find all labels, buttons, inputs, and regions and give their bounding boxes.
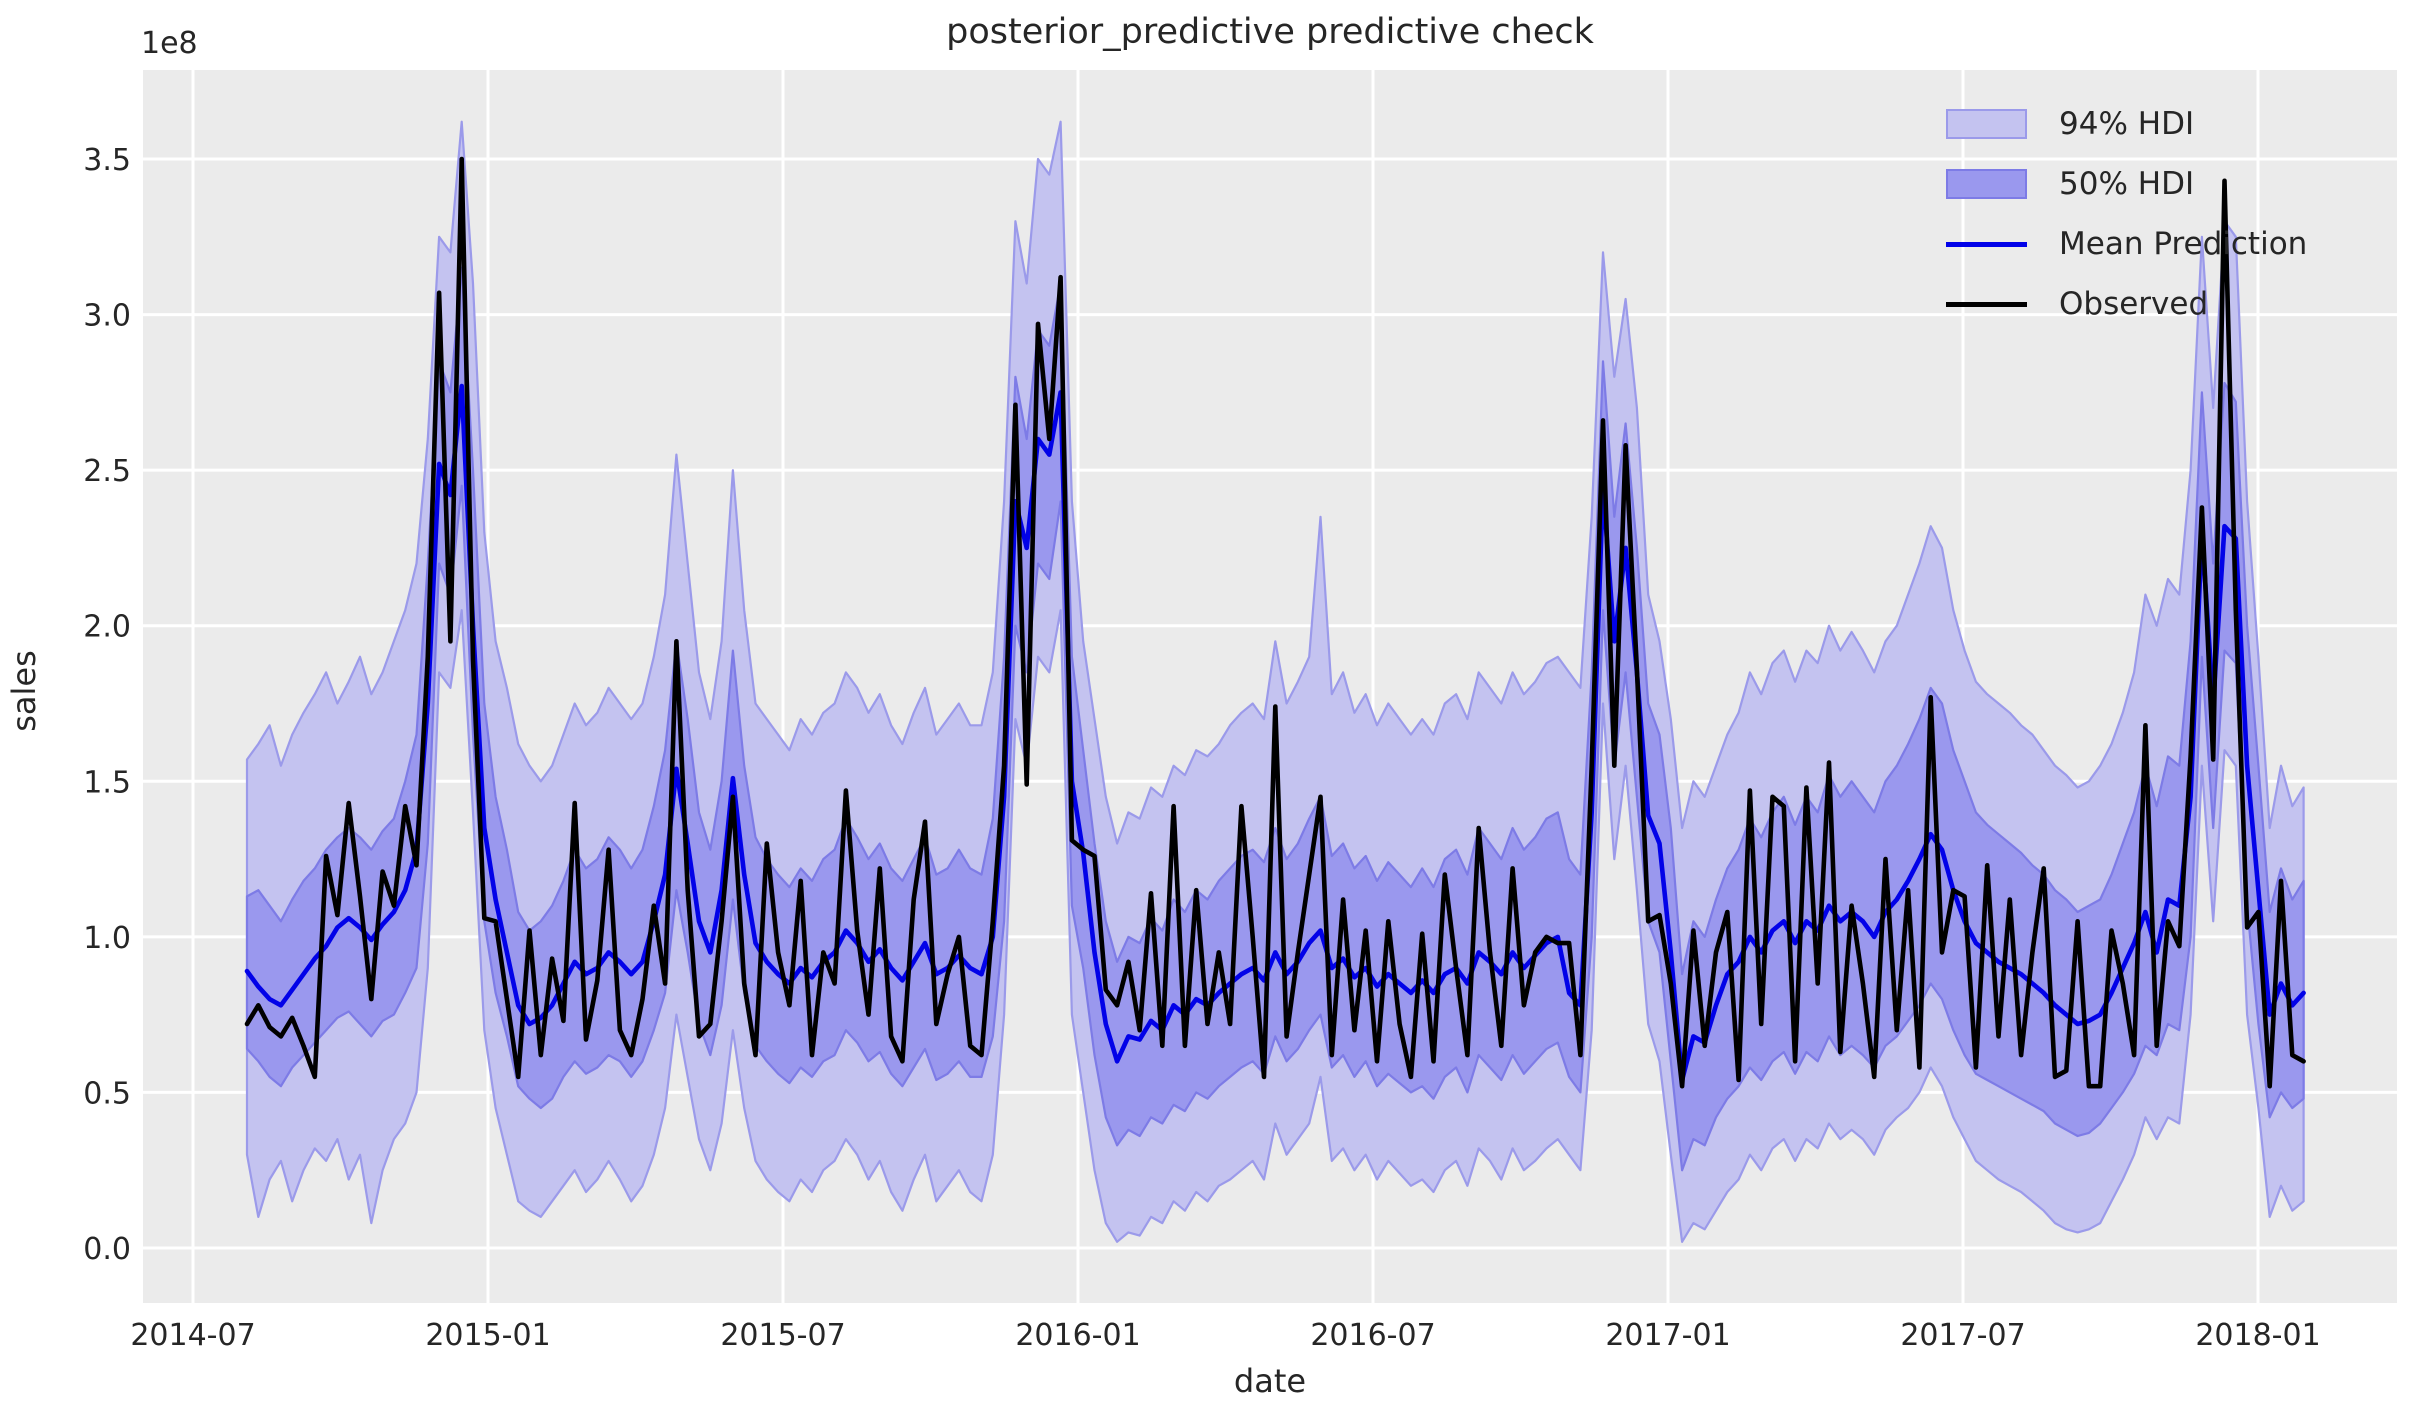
- x-tick-label: 2017-01: [1605, 1318, 1730, 1353]
- legend-label: Observed: [2059, 286, 2209, 322]
- y-tick-label: 0.5: [83, 1076, 131, 1111]
- legend-item-mean-prediction: Mean Prediction: [1946, 214, 2307, 274]
- legend-item-50-hdi: 50% HDI: [1946, 154, 2307, 214]
- y-tick-label: 2.0: [83, 610, 131, 645]
- x-tick-label: 2017-07: [1900, 1318, 2025, 1353]
- y-tick-label: 3.0: [83, 299, 131, 334]
- hdi-94-swatch: [1946, 109, 2027, 139]
- x-tick-label: 2016-07: [1310, 1318, 1435, 1353]
- y-tick-label: 3.5: [83, 143, 131, 178]
- mean-prediction-line: [244, 383, 2306, 1083]
- x-tick-label: 2016-01: [1015, 1318, 1140, 1353]
- mean-line-swatch: [1946, 229, 2027, 259]
- observed-line-swatch: [1946, 289, 2027, 319]
- legend: 94% HDI 50% HDI Mean Prediction Observed: [1946, 94, 2307, 334]
- hdi-50-swatch: [1946, 169, 2027, 199]
- x-axis-label: date: [1233, 1362, 1307, 1400]
- legend-item-94-hdi: 94% HDI: [1946, 94, 2307, 154]
- legend-label: 50% HDI: [2059, 166, 2195, 202]
- legend-label: Mean Prediction: [2059, 226, 2308, 262]
- chart-title: posterior_predictive predictive check: [946, 12, 1594, 52]
- y-tick-label: 1.5: [83, 765, 131, 800]
- legend-label: 94% HDI: [2059, 106, 2195, 142]
- y-tick-label: 0.0: [83, 1232, 131, 1267]
- observed-line: [244, 156, 2306, 1089]
- y-axis-offset-text: 1e8: [141, 26, 198, 61]
- x-tick-label: 2018-01: [2195, 1318, 2320, 1353]
- y-axis-label: sales: [5, 650, 43, 732]
- legend-item-observed: Observed: [1946, 274, 2307, 334]
- y-tick-label: 2.5: [83, 454, 131, 489]
- x-tick-label: 2014-07: [130, 1318, 255, 1353]
- x-tick-label: 2015-07: [720, 1318, 845, 1353]
- x-tick-label: 2015-01: [425, 1318, 550, 1353]
- y-tick-label: 1.0: [83, 921, 131, 956]
